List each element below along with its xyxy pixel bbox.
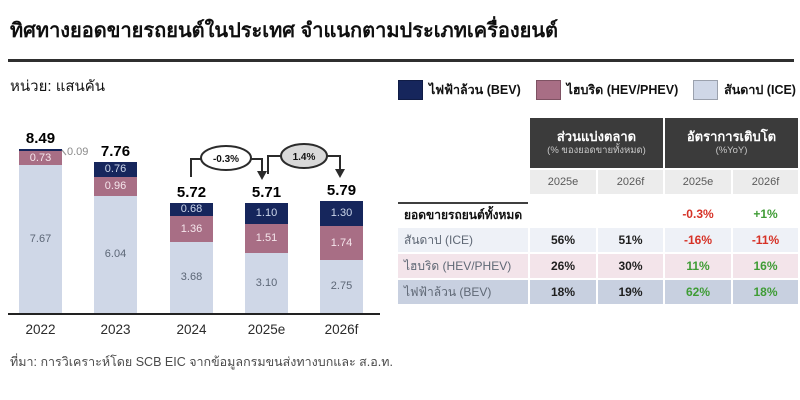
bev-color-swatch-icon bbox=[398, 80, 423, 100]
table-row-label: ไฮบริด (HEV/PHEV) bbox=[398, 254, 528, 278]
table-cell: -11% bbox=[733, 228, 798, 252]
title-underline bbox=[8, 59, 794, 62]
bar-segment-hev-phev: 1.51 bbox=[245, 224, 288, 253]
table-cell: 56% bbox=[530, 228, 596, 252]
bar-segment-bev: 0.76 bbox=[94, 162, 137, 177]
table-cell bbox=[530, 202, 596, 226]
table-cell: 19% bbox=[598, 280, 663, 304]
bar-value-label: 0.73 bbox=[29, 151, 52, 164]
group-subtitle: (% ของยอดขายทั้งหมด) bbox=[547, 145, 646, 157]
bar-segment-bev: 1.30 bbox=[320, 201, 363, 226]
table-cell: 62% bbox=[665, 280, 731, 304]
ice-color-swatch-icon bbox=[693, 80, 719, 100]
table-row-label: ไฟฟ้าล้วน (BEV) bbox=[398, 280, 528, 304]
table-subheader-year: 2025e bbox=[530, 170, 596, 194]
market-share-growth-table: ส่วนแบ่งตลาด (% ของยอดขายทั้งหมด) อัตราก… bbox=[398, 118, 798, 304]
bar-segment-bev bbox=[19, 149, 62, 151]
legend-item-bev: ไฟฟ้าล้วน (BEV) bbox=[398, 80, 521, 100]
table-row-label: ยอดขายรถยนต์ทั้งหมด bbox=[398, 202, 528, 226]
group-subtitle: (%YoY) bbox=[715, 145, 748, 157]
unit-label: หน่วย: แสนคัน bbox=[10, 78, 106, 95]
table-cell: 11% bbox=[665, 254, 731, 278]
table-cell bbox=[598, 202, 663, 226]
bar-value-label: 0.96 bbox=[104, 180, 127, 192]
bar-value-label: 1.74 bbox=[330, 236, 353, 249]
table-cell: -16% bbox=[665, 228, 731, 252]
group-title: อัตราการเติบโต bbox=[686, 129, 777, 145]
table-subheader-year: 2026f bbox=[733, 170, 798, 194]
bar-value-label: 2.75 bbox=[330, 280, 353, 292]
bar-total-label: 5.79 bbox=[326, 182, 357, 199]
table-row-gap bbox=[665, 196, 731, 200]
table-subheader-year: 2026f bbox=[598, 170, 663, 194]
bar-segment-hev-phev: 1.36 bbox=[170, 216, 213, 242]
chart-legend: ไฟฟ้าล้วน (BEV) ไฮบริด (HEV/PHEV) สันดาป… bbox=[398, 80, 796, 100]
bar-segment-ice: 2.75 bbox=[320, 260, 363, 313]
group-title: ส่วนแบ่งตลาด bbox=[556, 129, 637, 145]
bar-segment-ice: 6.04 bbox=[94, 196, 137, 313]
legend-item-ice: สันดาป (ICE) bbox=[693, 80, 796, 100]
bar-value-label: 0.76 bbox=[104, 163, 127, 175]
bar-value-outside-label: 0.09 bbox=[67, 146, 89, 158]
table-cell: 18% bbox=[733, 280, 798, 304]
bar-segment-ice: 3.68 bbox=[170, 242, 213, 313]
table-row-gap bbox=[598, 196, 663, 200]
bar-total-label: 7.76 bbox=[100, 143, 131, 160]
bar-total-label: 5.72 bbox=[176, 184, 207, 201]
x-axis-label: 2022 bbox=[25, 322, 56, 337]
table-cell: 16% bbox=[733, 254, 798, 278]
table-cell: +1% bbox=[733, 202, 798, 226]
table-group-header-growth-rate: อัตราการเติบโต (%YoY) bbox=[665, 118, 798, 168]
legend-label: ไฮบริด (HEV/PHEV) bbox=[566, 83, 679, 97]
x-axis-line bbox=[8, 313, 380, 315]
table-subheader-year: 2025e bbox=[665, 170, 731, 194]
table-group-header-market-share: ส่วนแบ่งตลาด (% ของยอดขายทั้งหมด) bbox=[530, 118, 663, 168]
bar-total-label: 5.71 bbox=[251, 184, 282, 201]
bar-value-label: 1.36 bbox=[180, 222, 203, 235]
bar-value-label: 6.04 bbox=[104, 248, 127, 260]
table-cell: 51% bbox=[598, 228, 663, 252]
x-axis-label: 2025e bbox=[247, 322, 286, 337]
table-row-gap bbox=[530, 196, 596, 200]
table-cell: 18% bbox=[530, 280, 596, 304]
x-axis-label: 2026f bbox=[324, 322, 359, 337]
x-axis-label: 2024 bbox=[176, 322, 207, 337]
bar-value-label: 1.10 bbox=[255, 207, 278, 219]
legend-label: ไฟฟ้าล้วน (BEV) bbox=[429, 83, 521, 97]
legend-item-hev-phev: ไฮบริด (HEV/PHEV) bbox=[535, 80, 679, 100]
bar-total-label: 8.49 bbox=[25, 130, 56, 147]
table-cell: 26% bbox=[530, 254, 596, 278]
table-corner-spacer bbox=[398, 118, 528, 168]
bar-segment-bev: 1.10 bbox=[245, 203, 288, 224]
bar-value-label: 3.68 bbox=[180, 271, 203, 283]
bar-value-label: 3.10 bbox=[255, 276, 278, 289]
table-row-gap bbox=[733, 196, 798, 200]
legend-label: สันดาป (ICE) bbox=[724, 83, 796, 97]
bar-segment-hev-phev: 0.96 bbox=[94, 177, 137, 196]
table-cell: -0.3% bbox=[665, 202, 731, 226]
bar-segment-bev: 0.68 bbox=[170, 203, 213, 216]
page-title: ทิศทางยอดขายรถยนต์ในประเทศ จำแนกตามประเภ… bbox=[10, 20, 559, 42]
bar-segment-ice: 3.10 bbox=[245, 253, 288, 313]
source-footnote: ที่มา: การวิเคราะห์โดย SCB EIC จากข้อมูล… bbox=[10, 355, 393, 369]
bar-segment-hev-phev: 0.73 bbox=[19, 151, 62, 165]
table-subheader-spacer bbox=[398, 170, 528, 194]
table-row-gap bbox=[398, 196, 528, 200]
bar-value-label: 1.30 bbox=[330, 207, 353, 219]
x-axis-label: 2023 bbox=[100, 322, 131, 337]
bar-value-label: 7.67 bbox=[29, 232, 52, 245]
bar-value-label: 0.68 bbox=[180, 203, 203, 215]
hev-phev-color-swatch-icon bbox=[535, 80, 561, 100]
bar-segment-hev-phev: 1.74 bbox=[320, 226, 363, 260]
bar-value-label: 1.51 bbox=[255, 232, 278, 244]
table-row-label: สันดาป (ICE) bbox=[398, 228, 528, 252]
bar-segment-ice: 7.67 bbox=[19, 165, 62, 313]
table-cell: 30% bbox=[598, 254, 663, 278]
